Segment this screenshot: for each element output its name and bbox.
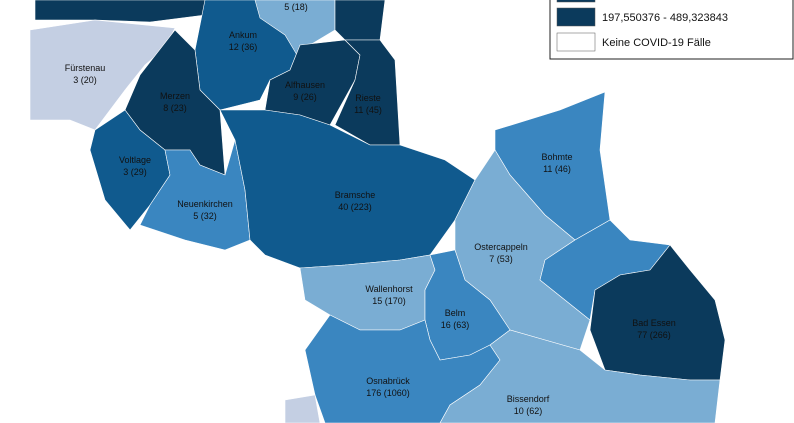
regions bbox=[29, 0, 726, 423]
region-name: Alfhausen bbox=[285, 80, 325, 90]
region-value: 16 (63) bbox=[441, 320, 470, 330]
region-value: 5 (18) bbox=[284, 2, 308, 12]
region bbox=[219, 109, 476, 269]
region-name: Voltlage bbox=[119, 155, 151, 165]
region-value: 8 (23) bbox=[163, 103, 187, 113]
region-name: Bohmte bbox=[541, 152, 572, 162]
legend-swatch bbox=[556, 0, 596, 3]
region bbox=[334, 0, 386, 41]
region-value: 11 (46) bbox=[543, 164, 571, 174]
region bbox=[439, 329, 721, 423]
region-value: 12 (36) bbox=[229, 42, 258, 52]
region-value: 3 (29) bbox=[123, 167, 147, 177]
region-value: 3 (20) bbox=[73, 75, 97, 85]
region-name: Wallenhorst bbox=[365, 284, 413, 294]
region-name: Merzen bbox=[160, 91, 190, 101]
legend-label: Keine COVID-19 Fälle bbox=[602, 37, 711, 49]
region bbox=[29, 19, 176, 131]
region-value: 5 (32) bbox=[193, 211, 217, 221]
region-value: 10 (62) bbox=[514, 406, 543, 416]
region-value: 7 (53) bbox=[489, 254, 513, 264]
region bbox=[34, 0, 216, 23]
region-labels: 5 (18) Ankum 12 (36) Fürstenau 3 (20) Me… bbox=[65, 2, 676, 416]
region-name: Bramsche bbox=[335, 190, 376, 200]
legend-swatch bbox=[556, 32, 596, 52]
region-value: 77 (266) bbox=[637, 330, 671, 340]
region-name: Ostercappeln bbox=[474, 242, 528, 252]
region-value: 176 (1060) bbox=[366, 388, 410, 398]
region-name: Bad Essen bbox=[632, 318, 676, 328]
region-name: Ankum bbox=[229, 30, 257, 40]
region-name: Bissendorf bbox=[507, 394, 550, 404]
region-name: Neuenkirchen bbox=[177, 199, 233, 209]
region-name: Belm bbox=[445, 308, 466, 318]
region bbox=[284, 394, 321, 423]
region-name: Osnabrück bbox=[366, 376, 410, 386]
region-value: 15 (170) bbox=[372, 296, 406, 306]
legend-swatch bbox=[556, 7, 596, 27]
legend: 197,550376 - 489,323843 Keine COVID-19 F… bbox=[549, 0, 794, 60]
region-name: Fürstenau bbox=[65, 63, 106, 73]
region-name: Rieste bbox=[355, 93, 381, 103]
region-value: 11 (45) bbox=[354, 105, 382, 115]
legend-label: 197,550376 - 489,323843 bbox=[602, 12, 728, 24]
region-value: 40 (223) bbox=[338, 202, 372, 212]
region-value: 9 (26) bbox=[293, 92, 317, 102]
